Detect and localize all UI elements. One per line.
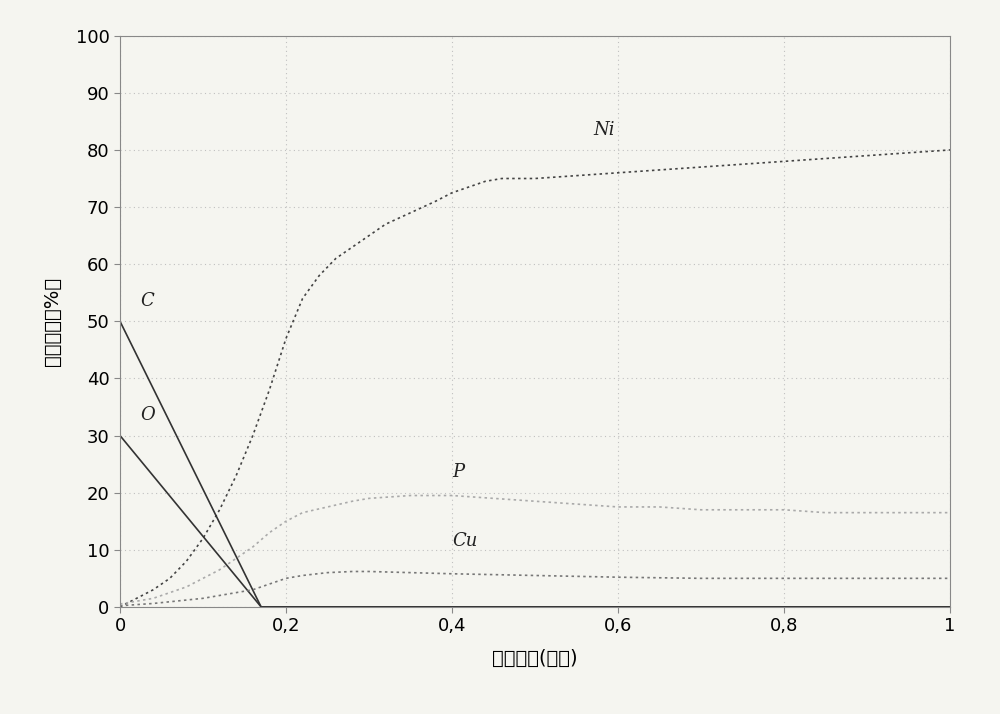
Text: C: C xyxy=(141,292,154,310)
Text: Ni: Ni xyxy=(593,121,615,139)
Text: O: O xyxy=(141,406,156,424)
Y-axis label: 原子浓度（%）: 原子浓度（%） xyxy=(43,277,62,366)
Text: P: P xyxy=(452,463,464,481)
X-axis label: 濡射时间(分钟): 濡射时间(分钟) xyxy=(492,649,578,668)
Text: Cu: Cu xyxy=(452,532,477,550)
